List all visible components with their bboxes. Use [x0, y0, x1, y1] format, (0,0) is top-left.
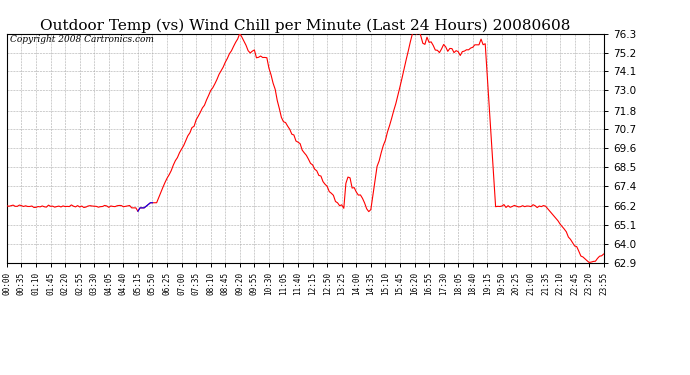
Text: Copyright 2008 Cartronics.com: Copyright 2008 Cartronics.com: [10, 35, 154, 44]
Title: Outdoor Temp (vs) Wind Chill per Minute (Last 24 Hours) 20080608: Outdoor Temp (vs) Wind Chill per Minute …: [40, 18, 571, 33]
